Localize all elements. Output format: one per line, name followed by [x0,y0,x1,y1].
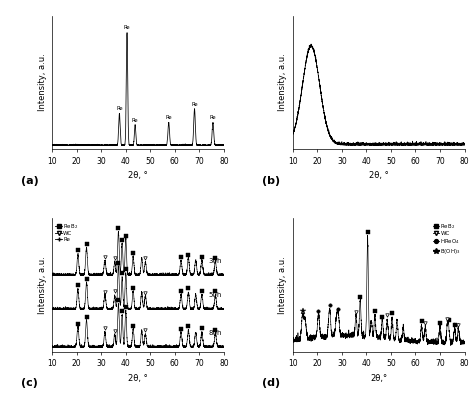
Text: 80h: 80h [208,330,221,336]
Text: (b): (b) [262,176,280,186]
Text: (d): (d) [262,378,280,388]
Y-axis label: Intensity, a.u.: Intensity, a.u. [278,54,287,111]
Text: Re: Re [132,117,138,122]
Text: (a): (a) [21,176,39,186]
Y-axis label: Intensity, a.u.: Intensity, a.u. [278,256,287,314]
Text: Re: Re [210,115,216,120]
Y-axis label: Intensity, a.u.: Intensity, a.u. [37,54,46,111]
Text: (c): (c) [21,378,38,388]
Text: Re: Re [191,102,198,107]
X-axis label: 2θ,°: 2θ,° [370,374,387,383]
X-axis label: 2θ, °: 2θ, ° [369,171,389,180]
Text: Re: Re [124,25,130,30]
X-axis label: 2θ, °: 2θ, ° [128,374,148,383]
Text: Re: Re [165,115,172,120]
Y-axis label: Intensity, a.u.: Intensity, a.u. [37,256,46,314]
X-axis label: 2θ, °: 2θ, ° [128,171,148,180]
Text: 50h: 50h [208,292,221,298]
Legend: ReB$_2$, WC, Re: ReB$_2$, WC, Re [55,221,79,243]
Text: Re: Re [116,106,123,111]
Text: 30h: 30h [208,258,221,263]
Legend: ReB$_2$, WC, HReO$_4$, B(OH)$_3$: ReB$_2$, WC, HReO$_4$, B(OH)$_3$ [432,221,462,256]
